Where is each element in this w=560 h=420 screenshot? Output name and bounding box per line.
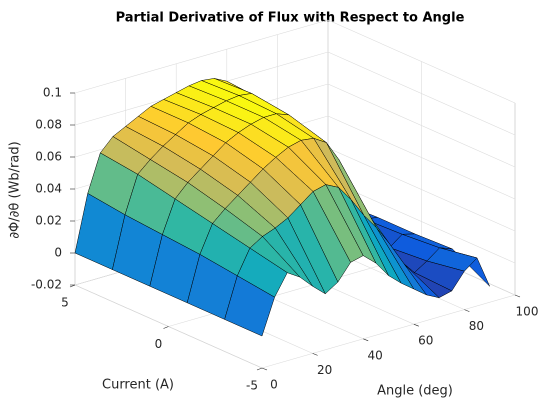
x-axis-label: Angle (deg) bbox=[377, 384, 453, 399]
y-tick-label: 0 bbox=[155, 337, 163, 351]
tick-mark bbox=[363, 338, 369, 342]
z-axis-label: ∂Φ/∂θ (Wb/rad) bbox=[8, 141, 23, 238]
y-tick-label: 5 bbox=[61, 296, 69, 310]
y-axis-label: Current (A) bbox=[102, 378, 174, 393]
tick-mark bbox=[256, 367, 263, 371]
x-tick-label: 80 bbox=[469, 319, 484, 333]
tick-mark bbox=[413, 323, 419, 327]
chart-title: Partial Derivative of Flux with Respect … bbox=[116, 11, 465, 26]
z-tick-label: 0.08 bbox=[35, 118, 62, 132]
x-tick-label: 40 bbox=[368, 348, 383, 362]
grid-line bbox=[261, 294, 516, 369]
z-tick-label: -0.02 bbox=[31, 278, 62, 292]
grid-line bbox=[327, 115, 516, 200]
y-tick-label: -5 bbox=[246, 379, 258, 393]
grid-line bbox=[327, 179, 516, 264]
tick-mark bbox=[69, 284, 76, 288]
grid-line bbox=[327, 83, 516, 168]
grid-line bbox=[74, 19, 329, 94]
z-tick-label: 0 bbox=[54, 246, 62, 260]
tick-mark bbox=[312, 353, 318, 356]
z-tick-label: 0.02 bbox=[35, 214, 62, 228]
tick-mark bbox=[163, 326, 169, 329]
x-tick-label: 20 bbox=[317, 363, 332, 377]
tick-mark bbox=[261, 367, 268, 371]
x-tick-label: 0 bbox=[270, 378, 278, 392]
x-tick-label: 60 bbox=[418, 334, 433, 348]
grid-line bbox=[327, 51, 516, 136]
tick-mark bbox=[464, 309, 470, 312]
tick-mark bbox=[514, 294, 521, 298]
z-tick-label: 0.1 bbox=[43, 86, 62, 100]
surface-facet bbox=[224, 275, 275, 337]
z-tick-label: 0.06 bbox=[35, 150, 62, 164]
grid-line bbox=[327, 19, 516, 104]
z-tick-label: 0.04 bbox=[35, 182, 62, 196]
grid-line bbox=[327, 147, 516, 232]
x-tick-label: 100 bbox=[516, 305, 539, 319]
